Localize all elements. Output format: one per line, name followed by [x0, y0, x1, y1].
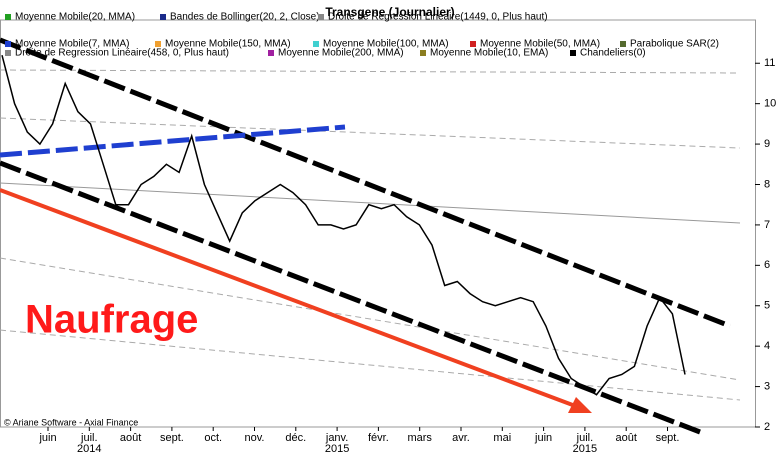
copyright: © Ariane Software - Axial Finance — [4, 417, 138, 427]
trend-lines — [0, 37, 741, 435]
legend-swatch — [268, 50, 274, 56]
price-line — [1, 55, 686, 396]
y-tick-label: 5 — [764, 300, 770, 312]
x-tick-label: sept. — [160, 432, 184, 444]
y-tick-label: 8 — [764, 178, 770, 190]
x-tick-label: août — [615, 432, 636, 444]
legend-label: Moyenne Mobile(10, EMA) — [430, 48, 548, 59]
legend-swatch — [313, 41, 319, 47]
legend-swatch — [160, 14, 166, 20]
legend-label: Moyenne Mobile(200, MMA) — [278, 48, 404, 59]
legend-swatch — [620, 41, 626, 47]
y-tick-label: 6 — [764, 259, 770, 271]
year-label: 2014 — [77, 443, 101, 455]
year-label: 2015 — [325, 443, 349, 455]
legend-label: Moyenne Mobile(20, MMA) — [15, 12, 135, 23]
legend-label: Bandes de Bollinger(20, 2, Close) — [170, 12, 320, 23]
x-tick-label: mars — [407, 432, 432, 444]
legend-swatch — [570, 50, 576, 56]
legend-swatch — [155, 41, 161, 47]
year-label: 2015 — [573, 443, 597, 455]
x-tick-label: sept. — [656, 432, 680, 444]
legend-label: Parabolique SAR(2) — [630, 39, 719, 50]
legend-label: Chandeliers(0) — [580, 48, 646, 59]
x-tick-label: juin — [534, 432, 552, 444]
y-tick-label: 11 — [764, 57, 775, 69]
x-tick-label: mai — [493, 432, 511, 444]
legend-label: Moyenne Mobile(50, MMA) — [480, 39, 600, 50]
legend-swatch — [318, 14, 324, 20]
x-tick-label: juil. — [80, 432, 98, 444]
x-tick-label: nov. — [245, 432, 265, 444]
legend-swatch — [5, 41, 11, 47]
y-tick-label: 9 — [764, 138, 770, 150]
legend-label: Moyenne Mobile(150, MMA) — [165, 39, 291, 50]
x-tick-label: juin — [38, 432, 56, 444]
x-tick-label: août — [120, 432, 141, 444]
x-tick-label: oct. — [204, 432, 222, 444]
legend-label: Moyenne Mobile(100, MMA) — [323, 39, 449, 50]
legend-label: Droite de Regression Linéaire(458, 0, Pl… — [15, 48, 229, 59]
legend-label: Moyenne Mobile(7, MMA) — [15, 39, 129, 50]
x-tick-label: févr. — [368, 432, 389, 444]
y-tick-label: 3 — [764, 380, 770, 392]
x-tick-label: janv. — [325, 432, 348, 444]
x-tick-label: déc. — [285, 432, 306, 444]
plot-frame — [0, 19, 756, 428]
x-tick-label: avr. — [452, 432, 470, 444]
x-tick-label: juil. — [576, 432, 594, 444]
y-tick-label: 10 — [764, 98, 776, 110]
y-tick-label: 2 — [764, 421, 770, 433]
legend-swatch — [5, 50, 11, 56]
annotation: Naufrage — [25, 298, 198, 342]
y-tick-label: 4 — [764, 340, 770, 352]
legend-swatch — [420, 50, 426, 56]
legend-label: Droite de Regression Linéaire(1449, 0, P… — [328, 12, 548, 23]
chart-title: Transgene (Journalier) — [325, 5, 454, 19]
y-tick-label: 7 — [764, 219, 770, 231]
legend-swatch — [5, 14, 11, 20]
legend-swatch — [470, 41, 476, 47]
